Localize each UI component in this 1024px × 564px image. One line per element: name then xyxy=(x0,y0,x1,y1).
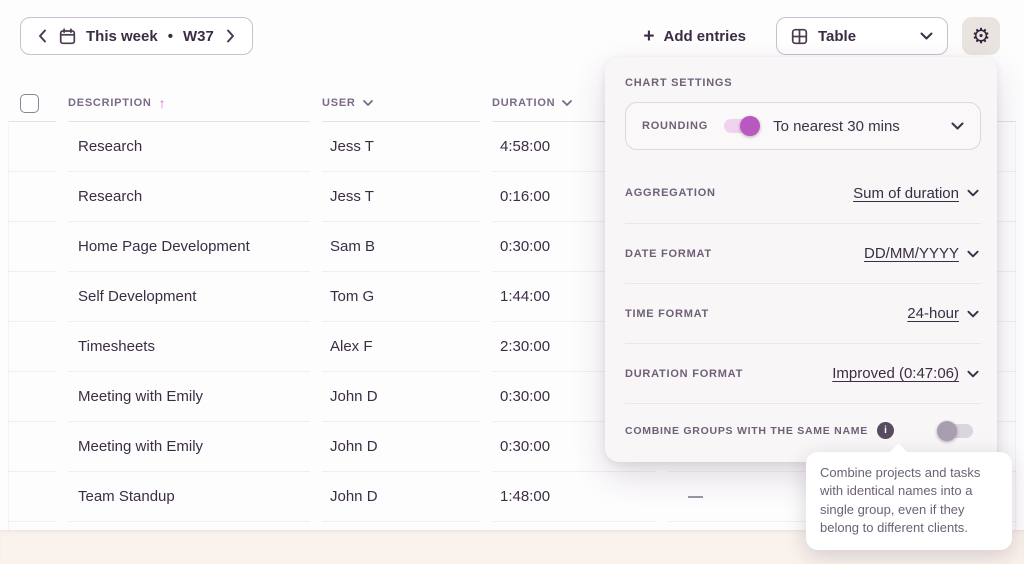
combine-groups-setting: COMBINE GROUPS WITH THE SAME NAME i xyxy=(625,403,981,457)
chevron-down-icon xyxy=(967,310,979,318)
add-entries-label: Add entries xyxy=(663,27,746,45)
duration-cell: 0:16:00 xyxy=(492,172,656,222)
description-cell: Timesheets xyxy=(68,322,310,372)
duration-cell: 0:30:00 xyxy=(492,372,656,422)
table-left-edge xyxy=(8,123,9,564)
sort-ascending-icon: ↑ xyxy=(158,95,166,111)
user-cell: Jess T xyxy=(322,122,480,172)
settings-button[interactable]: ⚙ xyxy=(962,17,1000,55)
time-format-setting: TIME FORMAT 24-hour xyxy=(625,283,981,343)
extra-cell: — xyxy=(668,472,832,522)
user-cell: Alex F xyxy=(322,322,480,372)
chevron-down-icon xyxy=(967,189,979,197)
tooltip-text: Combine projects and tasks with identica… xyxy=(820,465,981,536)
description-cell: Home Page Development xyxy=(68,222,310,272)
chevron-down-icon xyxy=(967,370,979,378)
select-all-checkbox[interactable] xyxy=(20,93,39,113)
add-entries-button[interactable]: + Add entries xyxy=(643,27,746,46)
duration-cell: 4:58:00 xyxy=(492,122,656,172)
next-week-button[interactable] xyxy=(224,27,237,45)
table-view-icon xyxy=(791,28,808,45)
user-cell: John D xyxy=(322,472,480,522)
user-cell: Tom G xyxy=(322,272,480,322)
chevron-down-icon xyxy=(967,250,979,258)
chevron-down-icon xyxy=(362,100,373,106)
previous-week-button[interactable] xyxy=(36,27,49,45)
column-header-user[interactable]: USER xyxy=(322,85,480,122)
week-picker-separator: • xyxy=(167,27,173,45)
description-cell: Research xyxy=(68,172,310,222)
toolbar-actions: + Add entries Table ⚙ xyxy=(643,17,1000,55)
description-cell: Meeting with Emily xyxy=(68,372,310,422)
panel-title: CHART SETTINGS xyxy=(625,77,733,89)
description-cell: Team Standup xyxy=(68,472,310,522)
chevron-down-icon xyxy=(951,122,964,130)
user-cell: Sam B xyxy=(322,222,480,272)
rounding-setting[interactable]: ROUNDING To nearest 30 mins xyxy=(625,102,981,150)
gear-icon: ⚙ xyxy=(971,23,991,48)
week-picker-label: This week xyxy=(86,27,158,45)
user-cell: John D xyxy=(322,422,480,472)
description-cell: Research xyxy=(68,122,310,172)
plus-icon: + xyxy=(643,25,655,47)
column-header-duration[interactable]: DURATION xyxy=(492,85,656,122)
user-cell: John D xyxy=(322,372,480,422)
duration-cell: 1:44:00 xyxy=(492,272,656,322)
rounding-value: To nearest 30 mins xyxy=(773,117,900,135)
description-cell: Meeting with Emily xyxy=(68,422,310,472)
info-icon[interactable]: i xyxy=(877,422,895,439)
date-format-setting: DATE FORMAT DD/MM/YYYY xyxy=(625,223,981,283)
column-header-description[interactable]: DESCRIPTION ↑ xyxy=(68,85,310,122)
chart-settings-panel: CHART SETTINGS ROUNDING To nearest 30 mi… xyxy=(605,57,997,462)
view-selector-label: Table xyxy=(818,27,857,45)
duration-format-setting: DURATION FORMAT Improved (0:47:06) xyxy=(625,343,981,403)
duration-cell: 0:30:00 xyxy=(492,422,656,472)
chevron-down-icon xyxy=(562,100,573,106)
user-cell: Jess T xyxy=(322,172,480,222)
table-row[interactable]: Research Jess T 0:16:00 xyxy=(8,172,1016,222)
extra-cell xyxy=(668,422,832,472)
view-selector-dropdown[interactable]: Table xyxy=(776,17,948,55)
header-checkbox-cell xyxy=(8,85,56,122)
duration-cell: 2:30:00 xyxy=(492,322,656,372)
combine-groups-tooltip: Combine projects and tasks with identica… xyxy=(806,443,1012,550)
combine-groups-toggle[interactable] xyxy=(937,420,973,441)
table-header-row: DESCRIPTION ↑ USER DURATION xyxy=(8,85,1016,122)
description-cell: Self Development xyxy=(68,272,310,322)
rounding-toggle[interactable] xyxy=(724,116,761,136)
aggregation-setting: AGGREGATION Sum of duration xyxy=(625,163,981,223)
rounding-label: ROUNDING xyxy=(642,120,709,132)
duration-cell: 1:48:00 xyxy=(492,472,656,522)
duration-cell: 0:30:00 xyxy=(492,222,656,272)
week-picker-week-number: W37 xyxy=(182,27,214,45)
time-format-value-dropdown[interactable]: 24-hour xyxy=(907,305,959,322)
week-picker[interactable]: This week • W37 xyxy=(20,17,253,55)
settings-rows: AGGREGATION Sum of duration DATE FORMAT … xyxy=(625,163,981,457)
aggregation-value-dropdown[interactable]: Sum of duration xyxy=(853,184,959,202)
chevron-down-icon xyxy=(920,32,933,40)
duration-format-value-dropdown[interactable]: Improved (0:47:06) xyxy=(832,365,959,382)
calendar-icon xyxy=(59,27,76,45)
table-right-edge xyxy=(1015,123,1016,564)
date-format-value-dropdown[interactable]: DD/MM/YYYY xyxy=(863,245,959,262)
